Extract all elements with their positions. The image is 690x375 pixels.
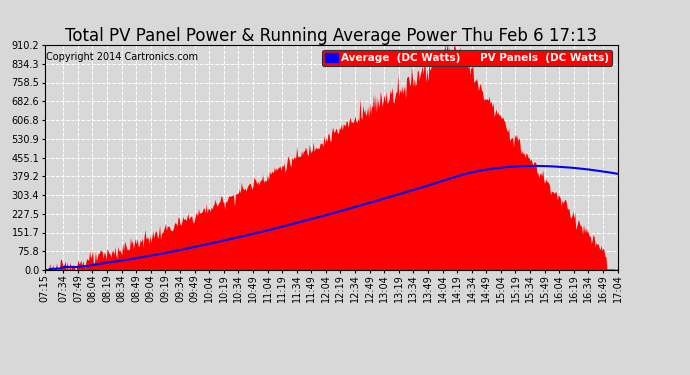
Title: Total PV Panel Power & Running Average Power Thu Feb 6 17:13: Total PV Panel Power & Running Average P… — [65, 27, 598, 45]
Legend: Average  (DC Watts), PV Panels  (DC Watts): Average (DC Watts), PV Panels (DC Watts) — [322, 50, 612, 66]
Text: Copyright 2014 Cartronics.com: Copyright 2014 Cartronics.com — [46, 52, 198, 62]
